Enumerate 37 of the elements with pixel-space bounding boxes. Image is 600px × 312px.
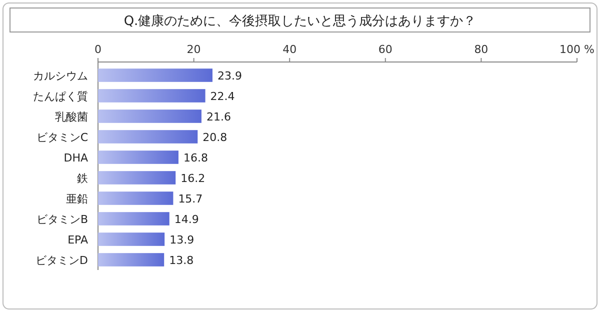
x-tick-label: 0 — [94, 43, 102, 56]
y-tick-label: カルシウム — [33, 69, 88, 82]
x-tick-label: 60 — [378, 43, 392, 56]
bar — [98, 212, 170, 226]
data-label: 22.4 — [210, 90, 235, 103]
bar — [98, 110, 202, 123]
x-tick-label: 80 — [474, 43, 488, 56]
chart-title: Q.健康のために、今後摂取したいと思う成分はありますか？ — [124, 14, 476, 29]
data-label: 13.8 — [169, 254, 194, 267]
data-label: 13.9 — [170, 233, 194, 246]
y-tick-label: たんぱく質 — [33, 90, 88, 103]
data-label: 23.9 — [217, 69, 242, 82]
bar — [98, 68, 212, 82]
x-tick-label: 100 % — [560, 43, 594, 56]
data-label: 16.2 — [180, 172, 206, 185]
data-label: 15.7 — [178, 192, 203, 206]
data-label: 20.8 — [202, 130, 228, 144]
data-label: 16.8 — [183, 151, 208, 164]
bar — [98, 253, 164, 266]
y-tick-label: ビタミンB — [36, 212, 88, 226]
bar — [98, 130, 198, 144]
y-tick-label: ビタミンD — [36, 254, 88, 267]
y-tick-label: 鉄 — [77, 172, 88, 185]
x-tick-label: 20 — [186, 43, 201, 56]
y-tick-label: ビタミンC — [36, 130, 88, 144]
data-label: 14.9 — [174, 212, 199, 226]
x-tick-label: 40 — [282, 43, 297, 56]
y-tick-label: DHA — [64, 151, 88, 164]
bar — [98, 192, 174, 205]
data-label: 21.6 — [206, 110, 231, 124]
y-tick-label: 乳酸菌 — [55, 110, 88, 124]
bar — [98, 150, 178, 164]
y-tick-label: EPA — [68, 233, 88, 246]
bar — [98, 89, 206, 102]
bar — [98, 171, 176, 184]
bar — [98, 232, 165, 246]
y-tick-label: 亜鉛 — [66, 192, 88, 206]
